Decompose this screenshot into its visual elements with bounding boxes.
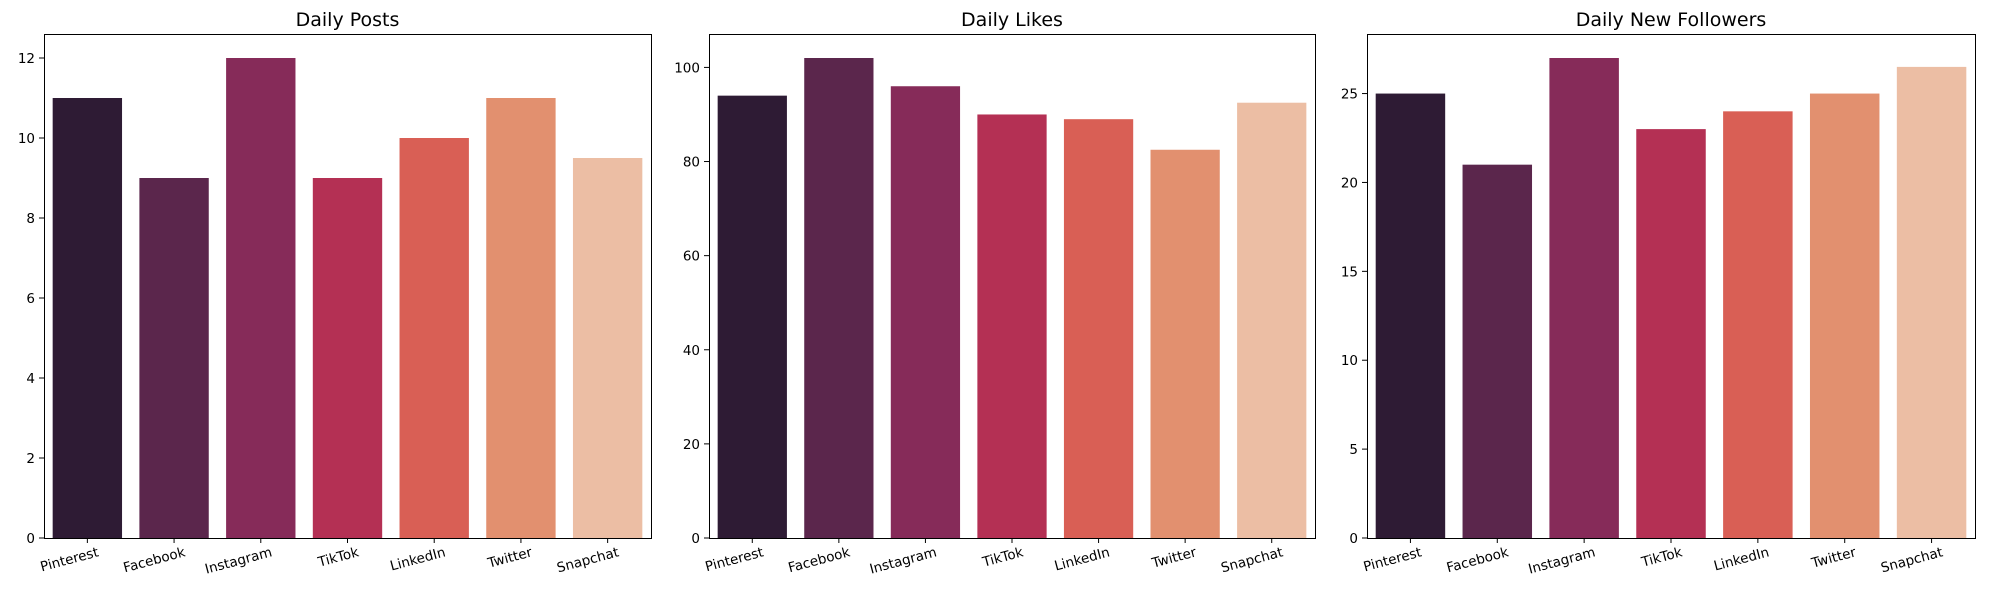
chart-panel-1: Daily Posts 0 2 4 6 8 10 12 Pinterest Facebook Ins… [18, 9, 652, 578]
x-tick-label: Facebook [786, 544, 852, 576]
y-tick-label: 2 [26, 451, 35, 467]
bar-facebook [139, 178, 209, 538]
bar-twitter [486, 98, 556, 538]
x-tick-label: Snapchat [1879, 544, 1944, 576]
bar-twitter [1150, 149, 1220, 538]
y-tick-label: 10 [18, 131, 35, 147]
x-tick-label: TikTok [315, 544, 360, 570]
x-tick-label: Instagram [868, 544, 938, 577]
y-tick-label: 0 [26, 531, 35, 547]
x-tick-label: Instagram [203, 544, 273, 577]
y-tick-label: 40 [683, 343, 700, 359]
bar-tiktok [977, 114, 1047, 538]
bar-instagram [890, 86, 961, 539]
bar-tiktok [1636, 129, 1706, 539]
x-tick-label: TikTok [980, 544, 1025, 570]
y-tick-label: 60 [683, 249, 700, 265]
chart-panel-2: Daily Likes 0 20 40 60 80 100 Pinterest Facebook… [674, 9, 1316, 578]
x-tick-label: Pinterest [1362, 544, 1424, 575]
chart-title: Daily Likes [961, 9, 1063, 31]
x-tick-label: Facebook [1445, 544, 1511, 576]
y-tick-label: 10 [1341, 353, 1358, 369]
x-tick-label: Twitter [1809, 544, 1858, 572]
bar-instagram [1549, 58, 1619, 538]
chart-title: Daily Posts [296, 9, 400, 31]
x-tick-label: LinkedIn [388, 544, 447, 574]
y-tick-label: 80 [683, 155, 700, 171]
x-tick-label: LinkedIn [1053, 544, 1112, 574]
bar-instagram [226, 58, 296, 538]
y-tick-label: 25 [1341, 87, 1358, 103]
bar-linkedin [399, 138, 469, 538]
y-tick-label: 0 [1349, 531, 1358, 547]
x-tick-label: Pinterest [39, 544, 101, 575]
bar-facebook [804, 58, 874, 538]
bar-twitter [1809, 93, 1880, 538]
bar-linkedin [1723, 111, 1793, 538]
x-tick-label: LinkedIn [1712, 544, 1771, 574]
y-tick-label: 4 [26, 371, 35, 387]
y-tick-label: 5 [1349, 442, 1358, 458]
bar-snapchat [572, 158, 643, 538]
x-tick-label: Twitter [485, 544, 534, 572]
chart-title: Daily New Followers [1576, 9, 1767, 31]
x-tick-label: TikTok [1639, 544, 1684, 570]
x-tick-label: Snapchat [1219, 544, 1284, 576]
y-tick-label: 0 [691, 531, 700, 547]
x-tick-label: Facebook [122, 544, 188, 576]
bar-pinterest [717, 95, 787, 539]
bar-tiktok [312, 178, 383, 538]
bar-facebook [1462, 164, 1533, 539]
bar-linkedin [1063, 119, 1134, 539]
y-tick-label: 100 [674, 60, 700, 76]
x-tick-label: Pinterest [704, 544, 766, 575]
bar-pinterest [52, 98, 123, 538]
x-tick-label: Snapchat [555, 544, 620, 576]
y-tick-label: 20 [1341, 175, 1358, 191]
bar-snapchat [1896, 66, 1967, 538]
y-tick-label: 15 [1341, 264, 1358, 280]
bar-pinterest [1375, 93, 1446, 538]
x-tick-label: Instagram [1527, 544, 1597, 577]
y-tick-label: 8 [26, 211, 35, 227]
x-tick-label: Twitter [1149, 544, 1198, 572]
chart-panel-3: Daily New Followers 0 5 10 15 20 25 Pinterest Fa… [1341, 9, 1976, 578]
y-tick-label: 6 [26, 291, 35, 307]
bar-snapchat [1237, 102, 1307, 539]
y-tick-label: 12 [18, 51, 35, 67]
y-tick-label: 20 [683, 437, 700, 453]
